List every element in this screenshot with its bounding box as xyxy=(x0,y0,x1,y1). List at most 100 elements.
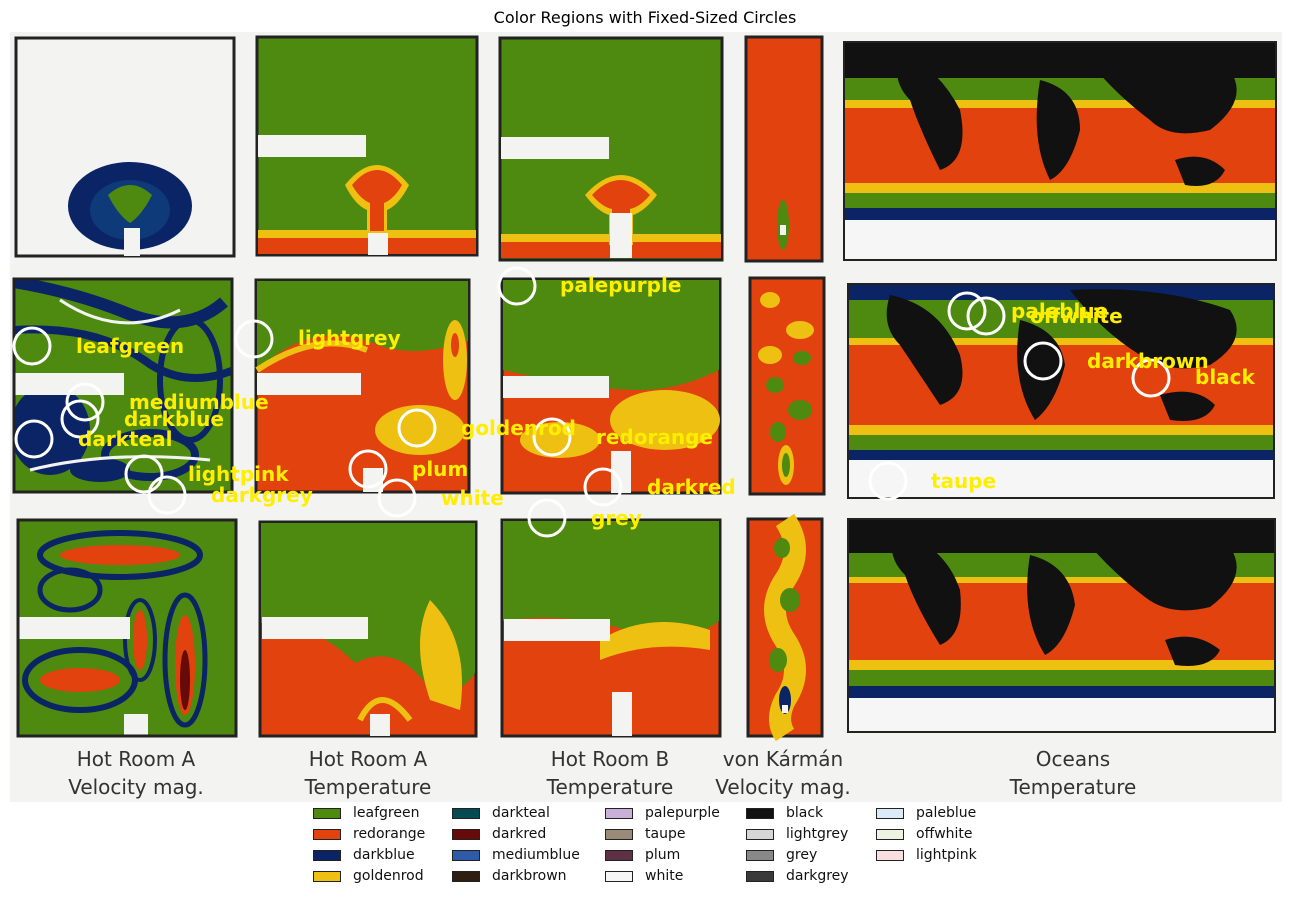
legend-label: offwhite xyxy=(916,826,973,842)
panel-oceans-bot xyxy=(847,518,1276,733)
legend-item-lightgrey: lightgrey xyxy=(746,824,848,844)
legend-label: darkred xyxy=(492,826,547,842)
label-mediumblue: mediumblue xyxy=(129,390,269,414)
label-paleblue: paleblue xyxy=(1011,299,1108,323)
legend-item-black: black xyxy=(746,803,823,823)
legend-swatch xyxy=(746,828,774,840)
circle-taupe xyxy=(868,461,908,501)
legend-swatch xyxy=(605,807,633,819)
panel-hotroom-b-temp-mid xyxy=(500,277,722,495)
label-darkgrey: darkgrey xyxy=(211,483,313,507)
circle-grey xyxy=(527,498,567,538)
circle-leafgreen xyxy=(12,326,52,366)
caption-col1-line2: Velocity mag. xyxy=(68,775,204,799)
marker-circles xyxy=(12,266,1171,538)
legend-swatch xyxy=(605,849,633,861)
legend: leafgreen redorange darkblue goldenrod d… xyxy=(305,803,1025,893)
caption-col5-line2: Temperature xyxy=(1009,775,1137,799)
legend-label: darkgrey xyxy=(786,868,849,884)
panel-vonkarman-bot xyxy=(746,513,824,742)
legend-item-mediumblue: mediumblue xyxy=(452,845,580,865)
legend-label: paleblue xyxy=(916,805,977,821)
legend-label: lightpink xyxy=(916,847,977,863)
legend-swatch xyxy=(313,807,341,819)
caption-col1-line1: Hot Room A xyxy=(77,747,196,771)
label-palepurple: palepurple xyxy=(560,273,681,297)
legend-swatch xyxy=(313,849,341,861)
panel-oceans-top xyxy=(843,41,1277,261)
legend-swatch xyxy=(876,849,904,861)
circle-black xyxy=(1131,358,1171,398)
legend-swatch xyxy=(452,849,480,861)
circle-plum xyxy=(348,449,388,489)
legend-label: mediumblue xyxy=(492,847,580,863)
label-white: white xyxy=(441,486,504,510)
panel-hotroom-a-temp-mid xyxy=(254,278,471,494)
panel-vonkarman-top xyxy=(744,35,824,263)
caption-col3-line2: Temperature xyxy=(546,775,674,799)
label-grey: grey xyxy=(591,506,642,530)
circle-redorange xyxy=(532,417,572,457)
label-darkbrown: darkbrown xyxy=(1087,349,1209,373)
legend-item-redorange: redorange xyxy=(313,824,425,844)
panel-vonkarman-mid xyxy=(748,276,826,496)
legend-item-paleblue: paleblue xyxy=(876,803,976,823)
circle-darkbrown xyxy=(1023,341,1063,381)
legend-swatch xyxy=(452,807,480,819)
panel-hotroom-a-temp-bot xyxy=(258,520,478,738)
legend-item-palepurple: palepurple xyxy=(605,803,720,823)
circle-lightgrey xyxy=(234,319,274,359)
legend-swatch xyxy=(313,828,341,840)
legend-label: lightgrey xyxy=(786,826,849,842)
legend-label: grey xyxy=(786,847,818,863)
panel-hotroom-a-temp-top xyxy=(255,35,479,257)
circle-paleblue xyxy=(947,291,987,331)
label-redorange: redorange xyxy=(596,425,713,449)
legend-swatch xyxy=(746,870,774,882)
legend-label: black xyxy=(786,805,824,821)
circle-darkteal xyxy=(14,419,54,459)
label-leafgreen: leafgreen xyxy=(76,334,184,358)
panel-hotroom-b-temp-bot xyxy=(500,518,722,738)
panel-hotroom-b-temp-top xyxy=(498,36,724,262)
label-offwhite: offwhite xyxy=(1030,304,1123,328)
label-black: black xyxy=(1195,365,1256,389)
circle-palepurple xyxy=(497,266,537,306)
caption-col4-line1: von Kármán xyxy=(723,747,843,771)
label-darkred: darkred xyxy=(647,475,736,499)
legend-label: taupe xyxy=(645,826,686,842)
caption-col3-line1: Hot Room B xyxy=(551,747,670,771)
legend-swatch xyxy=(746,849,774,861)
label-darkblue: darkblue xyxy=(124,407,224,431)
legend-item-darkred: darkred xyxy=(452,824,546,844)
legend-swatch xyxy=(452,870,480,882)
legend-item-darkteal: darkteal xyxy=(452,803,550,823)
label-plum: plum xyxy=(412,457,468,481)
legend-label: darkteal xyxy=(492,805,550,821)
legend-label: darkblue xyxy=(353,847,415,863)
caption-col2-line2: Temperature xyxy=(304,775,432,799)
legend-label: darkbrown xyxy=(492,868,567,884)
label-goldenrod: goldenrod xyxy=(461,416,576,440)
legend-item-taupe: taupe xyxy=(605,824,685,844)
circle-offwhite xyxy=(966,296,1006,336)
legend-item-goldenrod: goldenrod xyxy=(313,866,424,886)
label-lightpink: lightpink xyxy=(188,462,289,486)
legend-label: leafgreen xyxy=(353,805,420,821)
caption-col2-line1: Hot Room A xyxy=(309,747,428,771)
label-taupe: taupe xyxy=(931,469,996,493)
legend-label: goldenrod xyxy=(353,868,424,884)
legend-swatch xyxy=(876,807,904,819)
circle-lightpink xyxy=(124,454,164,494)
legend-item-darkbrown: darkbrown xyxy=(452,866,567,886)
legend-item-offwhite: offwhite xyxy=(876,824,973,844)
circle-white xyxy=(377,478,417,518)
legend-item-plum: plum xyxy=(605,845,680,865)
legend-swatch xyxy=(605,870,633,882)
circle-darkred xyxy=(583,467,623,507)
legend-label: redorange xyxy=(353,826,426,842)
panel-hotroom-a-velocity-bot xyxy=(16,518,238,738)
figure-title: Color Regions with Fixed-Sized Circles xyxy=(493,8,797,27)
legend-swatch xyxy=(746,807,774,819)
